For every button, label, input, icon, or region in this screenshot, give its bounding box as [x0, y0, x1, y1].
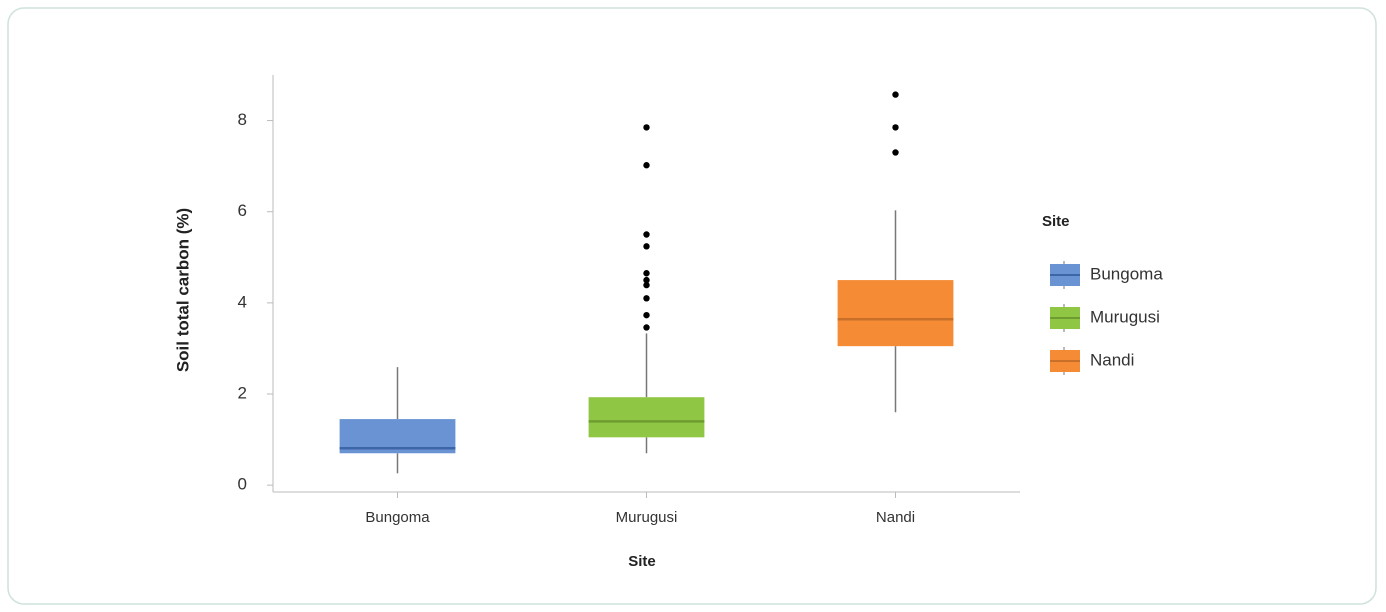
legend-title: Site [1042, 213, 1070, 230]
card-border [7, 7, 1377, 605]
legend-label: Murugusi [1090, 307, 1160, 326]
y-tick-label: 2 [238, 384, 247, 403]
y-tick-label: 4 [238, 292, 247, 311]
x-axis-title: Site [628, 553, 656, 570]
outlier [643, 243, 650, 250]
outlier [643, 231, 650, 238]
y-tick-label: 8 [238, 110, 247, 129]
outlier [643, 270, 650, 277]
y-tick-label: 0 [238, 475, 247, 494]
x-tick-label: Murugusi [616, 509, 678, 526]
x-tick-label: Bungoma [365, 509, 430, 526]
x-tick-label: Nandi [876, 509, 915, 526]
outlier [892, 91, 899, 98]
legend-label: Bungoma [1090, 264, 1163, 283]
outlier [643, 295, 650, 302]
outlier [892, 149, 899, 156]
box [837, 280, 954, 347]
outlier [643, 276, 650, 284]
legend-label: Nandi [1090, 350, 1134, 369]
outlier [643, 162, 650, 169]
box [588, 397, 705, 438]
y-tick-label: 6 [238, 201, 247, 220]
outlier [643, 124, 650, 131]
outlier [892, 124, 899, 131]
y-axis-title: Soil total carbon (%) [173, 208, 192, 372]
outlier [643, 281, 650, 289]
outlier [643, 324, 650, 331]
outlier [643, 311, 650, 319]
